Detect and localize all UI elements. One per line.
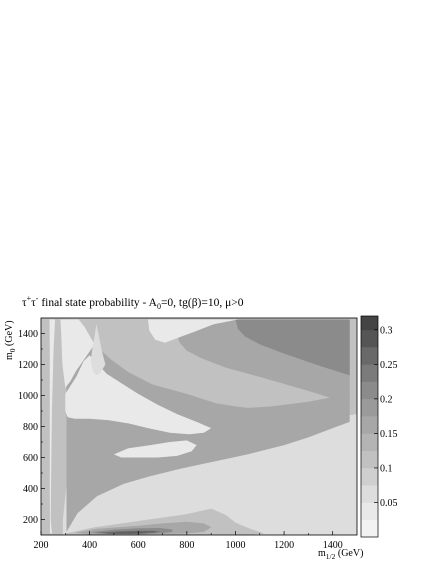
y-tick-label: 1000: [18, 391, 38, 402]
colorbar-band: [361, 450, 378, 469]
y-axis-label: m0 (GeV): [4, 320, 17, 360]
colorbar-band: [361, 364, 378, 382]
colorbar-tick-label: 0.2: [380, 394, 393, 405]
colorbar-band: [361, 416, 378, 434]
x-axis-label: m1/2 (GeV): [318, 548, 363, 561]
x-axis: 200 400 600 800 1000 1200 1400: [34, 531, 343, 551]
colorbar-band: [361, 316, 378, 331]
colorbar: 0.05 0.1 0.15 0.2 0.25 0.3: [360, 315, 398, 538]
colorbar-band: [361, 381, 378, 400]
contour-region-8: [65, 355, 212, 435]
x-tick-label: 600: [131, 540, 146, 551]
y-tick-label: 200: [23, 515, 38, 526]
contour-plot-area: [40, 317, 358, 536]
colorbar-band: [361, 329, 378, 348]
y-tick-label: 1400: [18, 329, 38, 340]
contour-region-6: [49, 319, 56, 534]
colorbar-band: [361, 347, 378, 365]
x-tick-label: 800: [179, 540, 194, 551]
x-tick-label: 200: [34, 540, 49, 551]
colorbar-frame: [360, 315, 379, 538]
colorbar-band: [361, 519, 378, 538]
chart-title: τ+τ- final state probability - A0=0, tg(…: [22, 294, 244, 311]
colorbar-band: [361, 467, 378, 486]
y-axis: 200 400 600 800 1000 1200 1400: [18, 329, 45, 526]
colorbar-tick-label: 0.15: [380, 429, 398, 440]
colorbar-band: [361, 433, 378, 451]
contour-region-16: [106, 532, 148, 534]
colorbar-band: [361, 398, 378, 417]
contour-region-7: [60, 319, 95, 388]
colorbar-band: [361, 485, 378, 503]
contour-region-10: [90, 324, 106, 376]
x-tick-label: 1200: [274, 540, 294, 551]
colorbar-tick-label: 0.25: [380, 360, 398, 371]
x-tick-label: 1400: [323, 540, 343, 551]
colorbar-band: [361, 502, 378, 521]
contour-region-4: [66, 345, 350, 532]
contour-region-3: [138, 319, 350, 376]
colorbar-tick-label: 0.1: [380, 463, 393, 474]
contour-regions: [41, 318, 357, 535]
contour-region-9: [148, 319, 238, 343]
y-tick-label: 400: [23, 484, 38, 495]
contour-region-11: [113, 440, 197, 458]
y-tick-label: 600: [23, 453, 38, 464]
colorbar-tick-label: 0.05: [380, 498, 398, 509]
y-tick-label: 1200: [18, 360, 38, 371]
y-tick-label: 800: [23, 422, 38, 433]
x-tick-label: 1000: [225, 540, 245, 551]
x-tick-label: 400: [82, 540, 97, 551]
colorbar-tick-label: 0.3: [380, 325, 393, 336]
